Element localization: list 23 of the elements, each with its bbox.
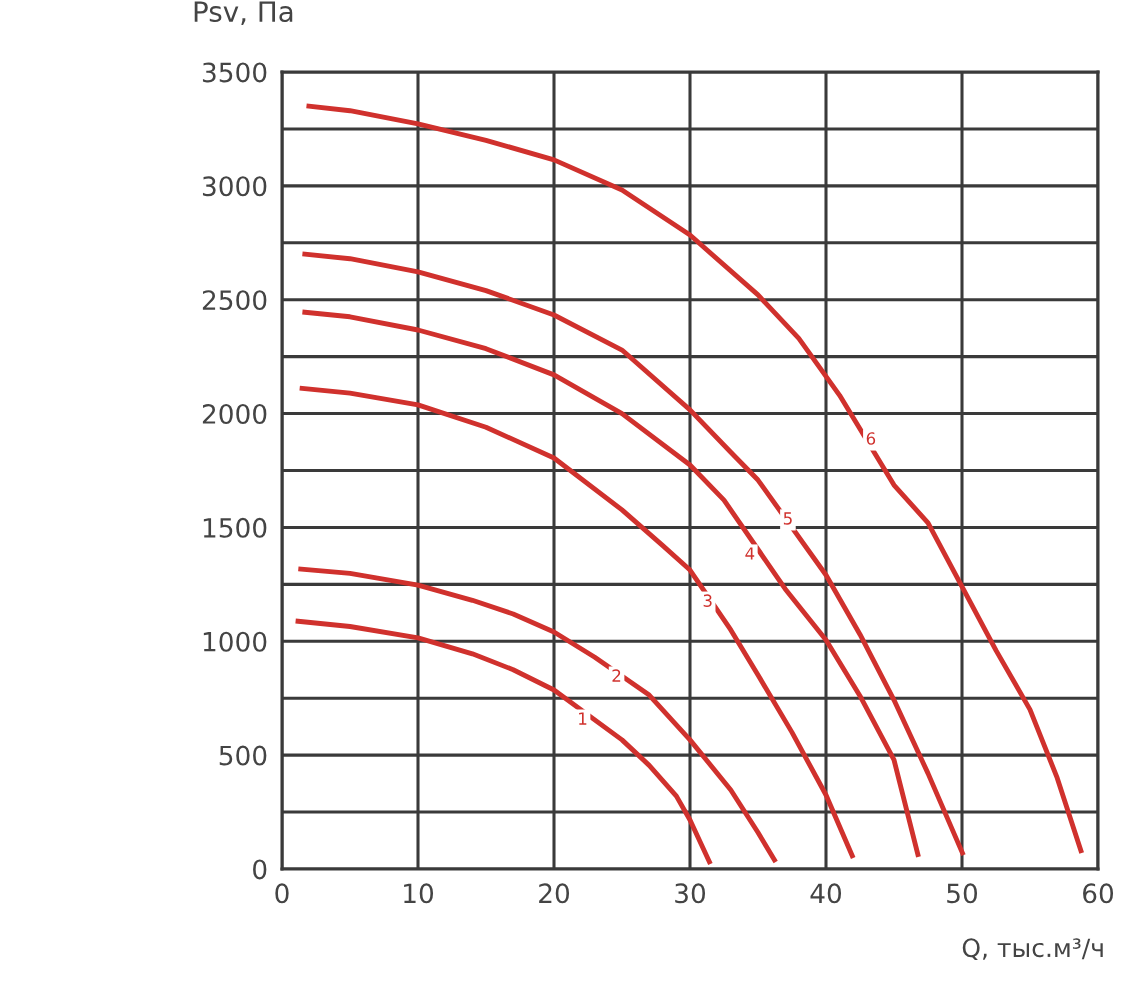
- x-tick-label: 20: [539, 883, 570, 904]
- y-axis-title: Psv, Па: [194, 1, 293, 25]
- annotation: 6: [866, 432, 876, 445]
- y-tick-label: 0: [253, 859, 267, 880]
- x-tick-label: 0: [275, 883, 289, 904]
- y-tick-label: 500: [219, 745, 267, 766]
- annotation: 5: [783, 512, 792, 525]
- y-tick-label: 1500: [203, 517, 267, 538]
- x-tick-label: 60: [1083, 883, 1114, 904]
- annotation: 3: [703, 594, 712, 607]
- x-tick-label: 30: [675, 883, 706, 904]
- x-tick-label: 10: [404, 883, 434, 904]
- y-tick-label: 2000: [202, 404, 267, 424]
- y-tick-label: 1000: [203, 631, 267, 652]
- x-tick-label: 50: [947, 883, 978, 904]
- annotation: 1: [579, 712, 587, 725]
- y-tick-label: 2500: [202, 290, 267, 311]
- y-tick-label: 3000: [202, 176, 267, 197]
- annotation: 4: [745, 547, 755, 560]
- x-tick-label: 40: [810, 883, 842, 904]
- y-tick-label: 3500: [202, 62, 267, 83]
- annotation: 2: [612, 669, 621, 682]
- x-axis-title: Q, тыс.м³/ч: [962, 938, 1103, 961]
